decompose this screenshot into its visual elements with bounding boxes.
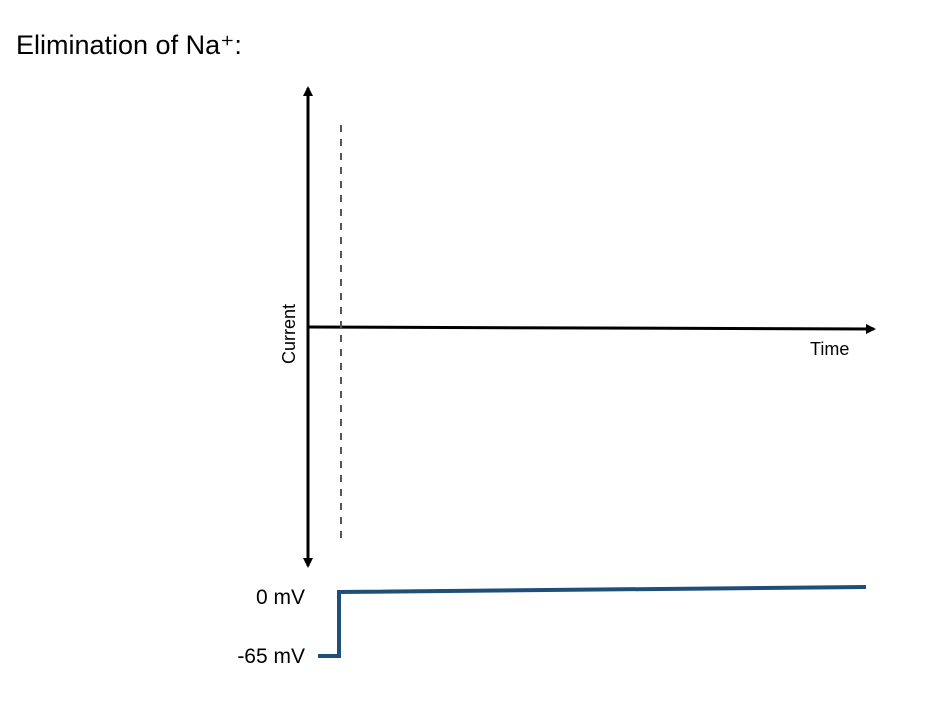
time-axis bbox=[307, 323, 876, 334]
x-axis-label: Time bbox=[810, 339, 849, 359]
page-title: Elimination of Na⁺: bbox=[16, 30, 242, 60]
voltage-label-high: 0 mV bbox=[256, 586, 305, 609]
voltage-step-trace bbox=[318, 585, 867, 658]
voltage-label-low: -65 mV bbox=[237, 645, 305, 668]
y-axis-label: Current bbox=[279, 304, 299, 364]
